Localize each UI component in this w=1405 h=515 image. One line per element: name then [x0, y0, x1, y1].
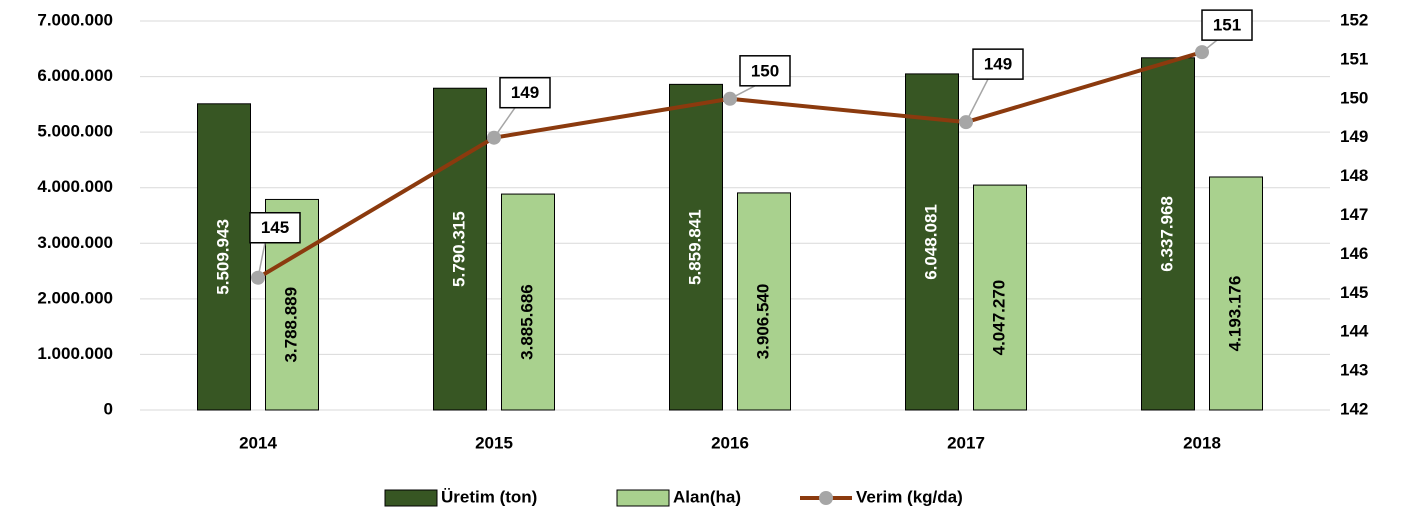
bar-value-label: 3.906.540	[753, 284, 772, 360]
bar	[1141, 57, 1195, 411]
line-value-label: 150	[751, 61, 779, 80]
y-tick-label: 0	[104, 399, 113, 418]
y2-tick-label: 146	[1340, 244, 1368, 263]
x-tick-label: 2017	[947, 433, 985, 452]
data-label-box	[739, 55, 791, 87]
bar-value-label: 3.885.686	[517, 284, 536, 360]
line-value-label: 145	[261, 218, 289, 237]
x-tick-label: 2016	[711, 433, 749, 452]
bar	[1209, 176, 1263, 411]
bar	[197, 103, 251, 411]
legend-label: Alan(ha)	[673, 487, 741, 506]
line-marker	[959, 115, 973, 130]
line-marker	[1195, 45, 1209, 60]
data-label-box	[972, 48, 1024, 80]
bar-value-label: 4.193.176	[1225, 276, 1244, 352]
line	[256, 50, 1203, 280]
y2-tick-label: 142	[1340, 399, 1368, 418]
bar-value-label: 5.859.841	[685, 209, 704, 285]
line-marker	[251, 270, 265, 285]
legend-swatch	[616, 489, 670, 507]
bar-value-label: 6.048.081	[921, 204, 940, 280]
leader-line	[965, 78, 989, 123]
y-tick-label: 3.000.000	[37, 233, 113, 252]
line-marker	[487, 130, 501, 145]
line-value-label: 149	[984, 55, 1012, 74]
y2-tick-label: 145	[1340, 283, 1368, 302]
data-label-box	[1201, 9, 1253, 41]
bar-value-label: 5.790.315	[449, 211, 468, 287]
bar	[501, 193, 555, 411]
bar	[973, 184, 1027, 411]
bar	[737, 192, 791, 411]
legend-swatch	[384, 489, 438, 507]
y2-tick-label: 149	[1340, 127, 1368, 146]
line-value-label: 149	[511, 83, 539, 102]
bar	[669, 83, 723, 411]
line-value-label: 151	[1213, 16, 1241, 35]
bar-value-label: 3.788.889	[281, 287, 300, 363]
bar	[905, 73, 959, 411]
line-marker	[723, 91, 737, 106]
bar	[433, 87, 487, 411]
y2-tick-label: 147	[1340, 205, 1368, 224]
y2-tick-label: 151	[1340, 49, 1368, 68]
x-tick-label: 2018	[1183, 433, 1221, 452]
bar-value-label: 4.047.270	[989, 280, 1008, 356]
legend-label: Verim (kg/da)	[856, 487, 963, 506]
bar-value-label: 5.509.943	[213, 219, 232, 295]
y2-tick-label: 144	[1340, 322, 1369, 341]
x-tick-label: 2015	[475, 433, 513, 452]
y-tick-label: 6.000.000	[37, 66, 113, 85]
y2-tick-label: 152	[1340, 10, 1368, 29]
y-tick-label: 7.000.000	[37, 10, 113, 29]
legend-marker	[819, 491, 833, 505]
y-tick-label: 1.000.000	[37, 344, 113, 363]
y2-tick-label: 150	[1340, 88, 1368, 107]
data-label-box	[249, 211, 301, 244]
y-tick-label: 4.000.000	[37, 177, 113, 196]
y-tick-label: 5.000.000	[37, 122, 113, 141]
y2-tick-label: 148	[1340, 166, 1368, 185]
bar-value-label: 6.337.968	[1157, 196, 1176, 272]
y-tick-label: 2.000.000	[37, 288, 113, 307]
legend-label: Üretim (ton)	[441, 487, 537, 506]
data-label-box	[499, 76, 551, 109]
y2-tick-label: 143	[1340, 361, 1368, 380]
x-tick-label: 2014	[239, 433, 277, 452]
